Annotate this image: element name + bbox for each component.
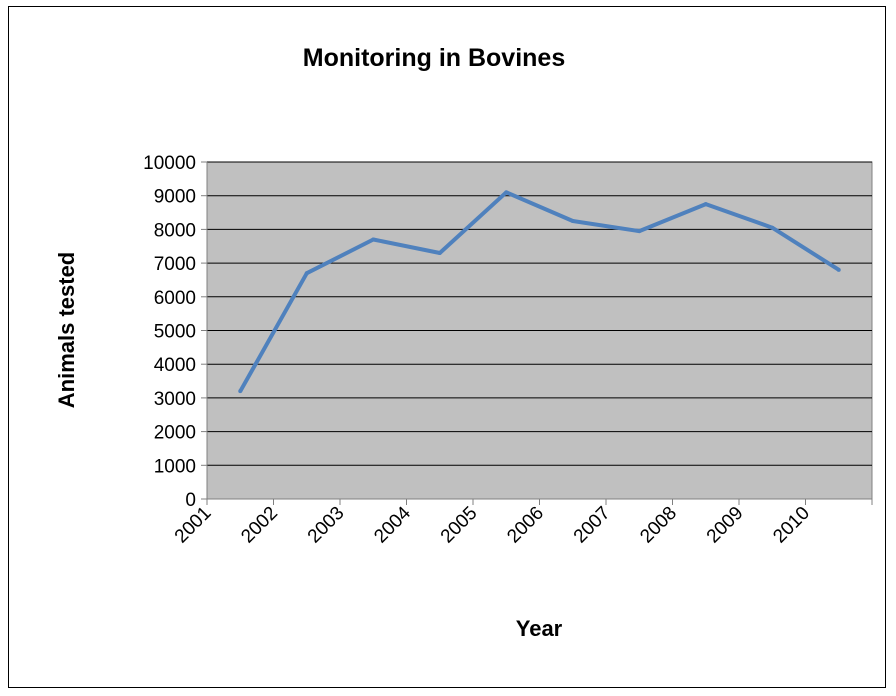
y-tick-label: 3000: [154, 389, 196, 410]
x-tick-label: 2010: [769, 503, 814, 548]
gridlines: [207, 161, 872, 466]
data-point: [637, 229, 642, 234]
y-tick-label: 7000: [154, 254, 196, 275]
y-axis: 0 1000 2000 3000 4000 5000 6000 7000 8000 9000 100…: [143, 153, 208, 511]
data-point: [504, 190, 509, 195]
data-point: [570, 218, 575, 223]
data-point: [836, 267, 841, 272]
data-point: [770, 225, 775, 230]
x-tick-label: 2003: [304, 503, 349, 548]
data-point: [703, 202, 708, 207]
series-group: [238, 190, 841, 394]
y-tick-label: 8000: [154, 220, 196, 241]
y-tick-label: 5000: [154, 322, 196, 343]
x-tick-label: 2007: [570, 503, 615, 548]
data-point: [304, 271, 309, 276]
data-point: [437, 250, 442, 255]
data-point: [371, 237, 376, 242]
x-tick-label: 2005: [437, 503, 482, 548]
x-axis-label: Year: [516, 616, 563, 641]
series-line: [238, 190, 840, 393]
x-axis: 2001 2002 2003 2004 2005 2006 2007 2008 2009 2010: [171, 498, 873, 548]
y-tick-label: 0: [185, 490, 196, 511]
y-axis-label: Animals tested: [54, 252, 79, 409]
chart-title: Monitoring in Bovines: [303, 44, 566, 72]
x-tick-label: 2009: [703, 503, 748, 548]
x-tick-label: 2004: [370, 502, 415, 547]
x-tick-label: 2008: [636, 503, 681, 548]
x-tick-label: 2002: [237, 503, 282, 548]
y-tick-label: 6000: [154, 288, 196, 309]
y-tick-label: 10000: [143, 153, 196, 174]
y-tick-label: 1000: [154, 456, 196, 477]
x-tick-label: 2006: [503, 503, 548, 548]
y-tick-label: 2000: [154, 423, 196, 444]
y-tick-label: 4000: [154, 355, 196, 376]
y-tick-label: 9000: [154, 187, 196, 208]
x-tick-label: 2001: [171, 503, 216, 548]
data-point: [238, 389, 243, 394]
